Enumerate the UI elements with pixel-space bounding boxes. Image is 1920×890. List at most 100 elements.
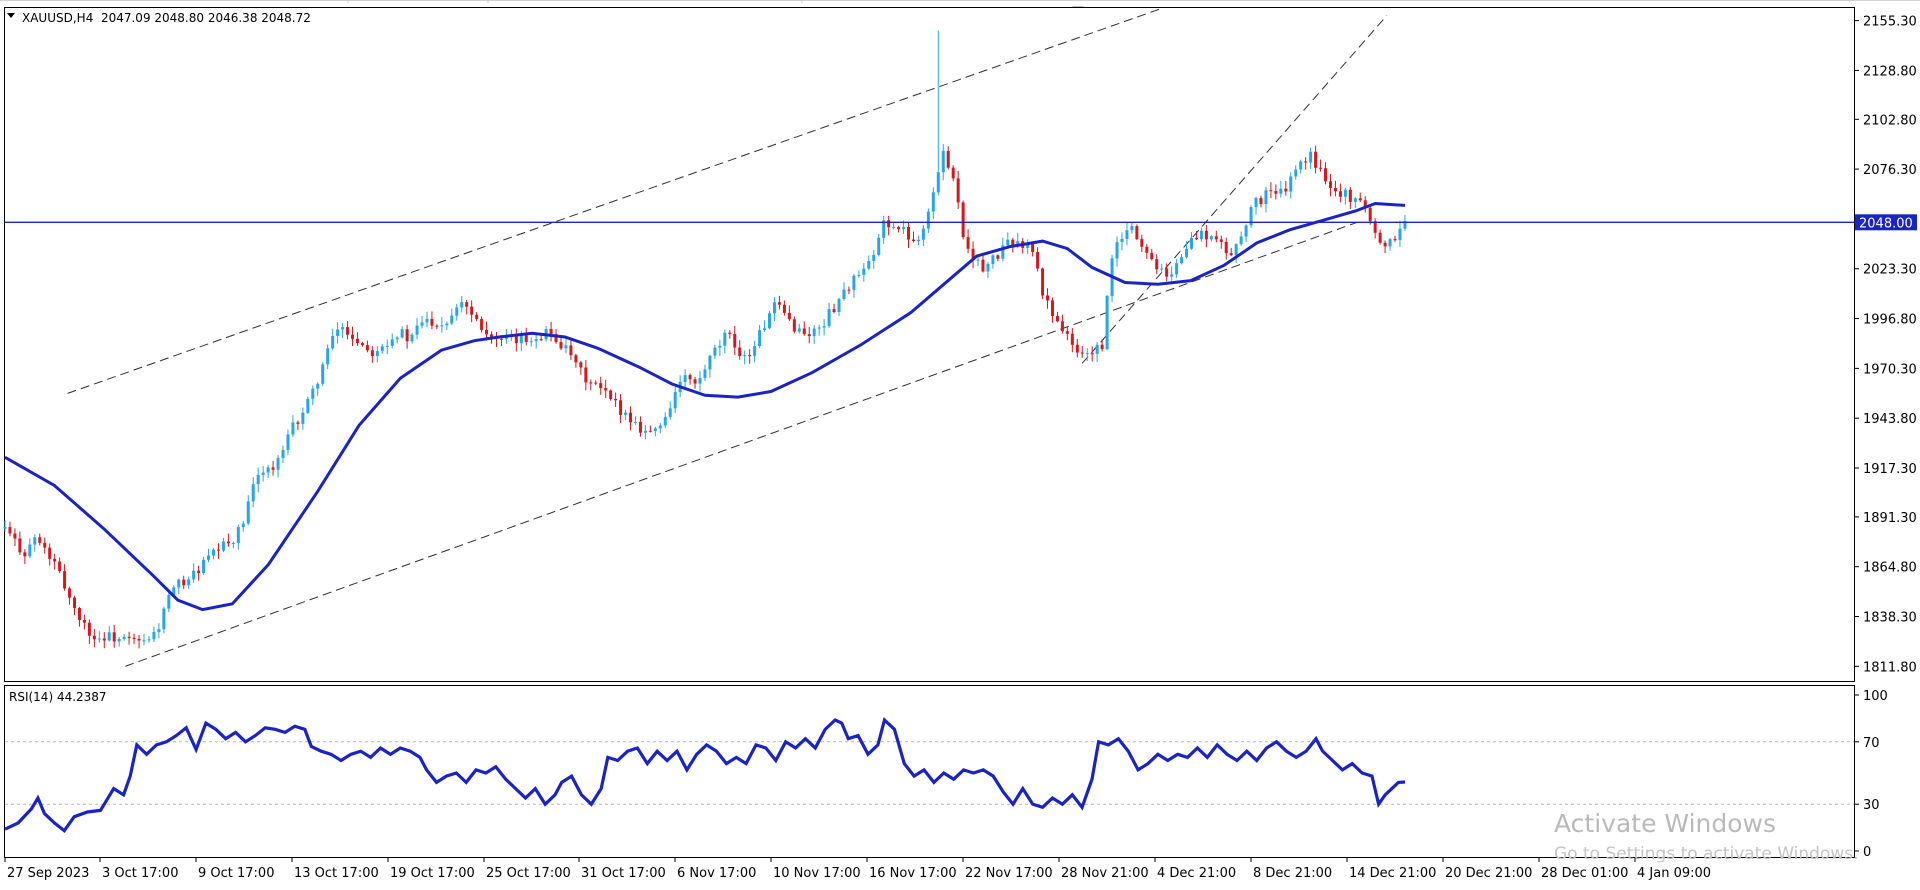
- time-tick-label: 13 Oct 17:00: [294, 866, 379, 881]
- candle-body: [306, 398, 310, 413]
- candle-body: [1001, 245, 1005, 259]
- candle-body: [1070, 333, 1074, 345]
- price-tag-label: 2048.00: [1859, 216, 1913, 231]
- candle-body: [137, 638, 141, 641]
- candle-body: [221, 541, 225, 551]
- candle-body: [1115, 242, 1119, 259]
- candle-body: [1363, 200, 1367, 208]
- price-tick-label: 1996.80: [1863, 313, 1917, 328]
- candle-body: [514, 335, 518, 344]
- candle-body: [1388, 239, 1392, 247]
- candle-body: [1046, 295, 1050, 301]
- candle-body: [301, 412, 305, 424]
- candle-body: [1036, 251, 1040, 269]
- candle-body: [609, 390, 613, 399]
- candle-body: [683, 375, 687, 382]
- channel-line[interactable]: [1081, 15, 1388, 364]
- rsi-tick-label: 30: [1863, 798, 1880, 813]
- candle-body: [197, 570, 201, 574]
- candle-body: [822, 326, 826, 328]
- time-tick-label: 22 Nov 17:00: [965, 866, 1053, 881]
- time-tick-label: 20 Dec 21:00: [1445, 866, 1532, 881]
- candle-body: [43, 542, 47, 548]
- candle-body: [792, 319, 796, 332]
- candle-body: [743, 355, 747, 357]
- candle-body: [857, 274, 861, 276]
- watermark-title: Activate Windows: [1554, 809, 1776, 838]
- candle-body: [281, 449, 285, 458]
- candle-body: [3, 527, 7, 529]
- candle-body: [450, 315, 454, 324]
- candle-body: [87, 622, 91, 636]
- candle-body: [584, 367, 588, 383]
- candle-body: [1229, 253, 1233, 256]
- candle-body: [1373, 221, 1377, 233]
- candle-body: [326, 348, 330, 365]
- candle-body: [13, 533, 17, 539]
- candle-body: [643, 430, 647, 433]
- candle-body: [663, 417, 667, 426]
- candle-body: [1314, 151, 1318, 168]
- candle-body: [837, 298, 841, 313]
- candle-body: [216, 549, 220, 551]
- candle-body: [1319, 167, 1323, 169]
- candle-body: [1234, 244, 1238, 256]
- time-tick-label: 4 Jan 09:00: [1637, 866, 1711, 881]
- candle-body: [847, 289, 851, 291]
- candle-body: [1338, 191, 1342, 197]
- candle-body: [375, 351, 379, 357]
- time-tick-label: 16 Nov 17:00: [869, 866, 957, 881]
- candle-body: [688, 375, 692, 380]
- candle-body: [1269, 190, 1273, 192]
- candle-body: [187, 579, 191, 586]
- candle-body: [435, 325, 439, 327]
- candle-body: [782, 304, 786, 313]
- rsi-tick-label: 100: [1863, 689, 1888, 704]
- candle-body: [152, 631, 156, 640]
- candle-body: [633, 421, 637, 423]
- candle-body: [1214, 236, 1218, 240]
- candle-body: [58, 561, 62, 572]
- candle-body: [430, 318, 434, 326]
- candle-body: [1204, 230, 1208, 240]
- candle-body: [1378, 232, 1382, 243]
- watermark-subtitle: Go to Settings to activate Windows.: [1554, 844, 1859, 864]
- candle-body: [579, 362, 583, 368]
- candle-body: [490, 334, 494, 338]
- candle-body: [202, 559, 206, 574]
- candle-body: [1075, 344, 1079, 353]
- candle-body: [465, 302, 469, 307]
- price-tick-label: 1864.80: [1863, 561, 1917, 576]
- candle-body: [1080, 352, 1084, 354]
- candle-body: [827, 309, 831, 327]
- candle-body: [1333, 188, 1337, 192]
- candle-body: [1060, 321, 1064, 332]
- price-axis: 2155.30 2128.80 2102.80 2076.30 2023.30 1996.…: [1854, 15, 1917, 675]
- candle-body: [157, 629, 161, 632]
- channel-line[interactable]: [125, 221, 1358, 667]
- candle-body: [1170, 274, 1174, 277]
- candle-body: [956, 178, 960, 203]
- rsi-pane[interactable]: 100 70 30 0 RSI(14) 44.2387: [4, 685, 1888, 861]
- candle-body: [882, 220, 886, 238]
- time-tick-label: 9 Oct 17:00: [198, 866, 274, 881]
- price-pane[interactable]: 2155.30 2128.80 2102.80 2076.30 2023.30 1996.…: [3, 7, 1918, 682]
- candle-body: [564, 345, 568, 349]
- candle-body: [996, 255, 1000, 259]
- candle-body: [177, 579, 181, 588]
- candle-body: [1398, 228, 1402, 241]
- candle-body: [241, 523, 245, 528]
- candle-body: [1244, 225, 1248, 237]
- candle-body: [142, 640, 146, 642]
- candle-body: [738, 347, 742, 356]
- channel-line[interactable]: [67, 7, 1164, 394]
- price-tick-label: 1811.80: [1863, 660, 1917, 675]
- candle-body: [355, 338, 359, 344]
- candle-body: [1259, 198, 1263, 204]
- candle-body: [936, 172, 940, 193]
- channel-lines[interactable]: [67, 7, 1388, 667]
- candle-body: [460, 302, 464, 308]
- candle-body: [902, 227, 906, 230]
